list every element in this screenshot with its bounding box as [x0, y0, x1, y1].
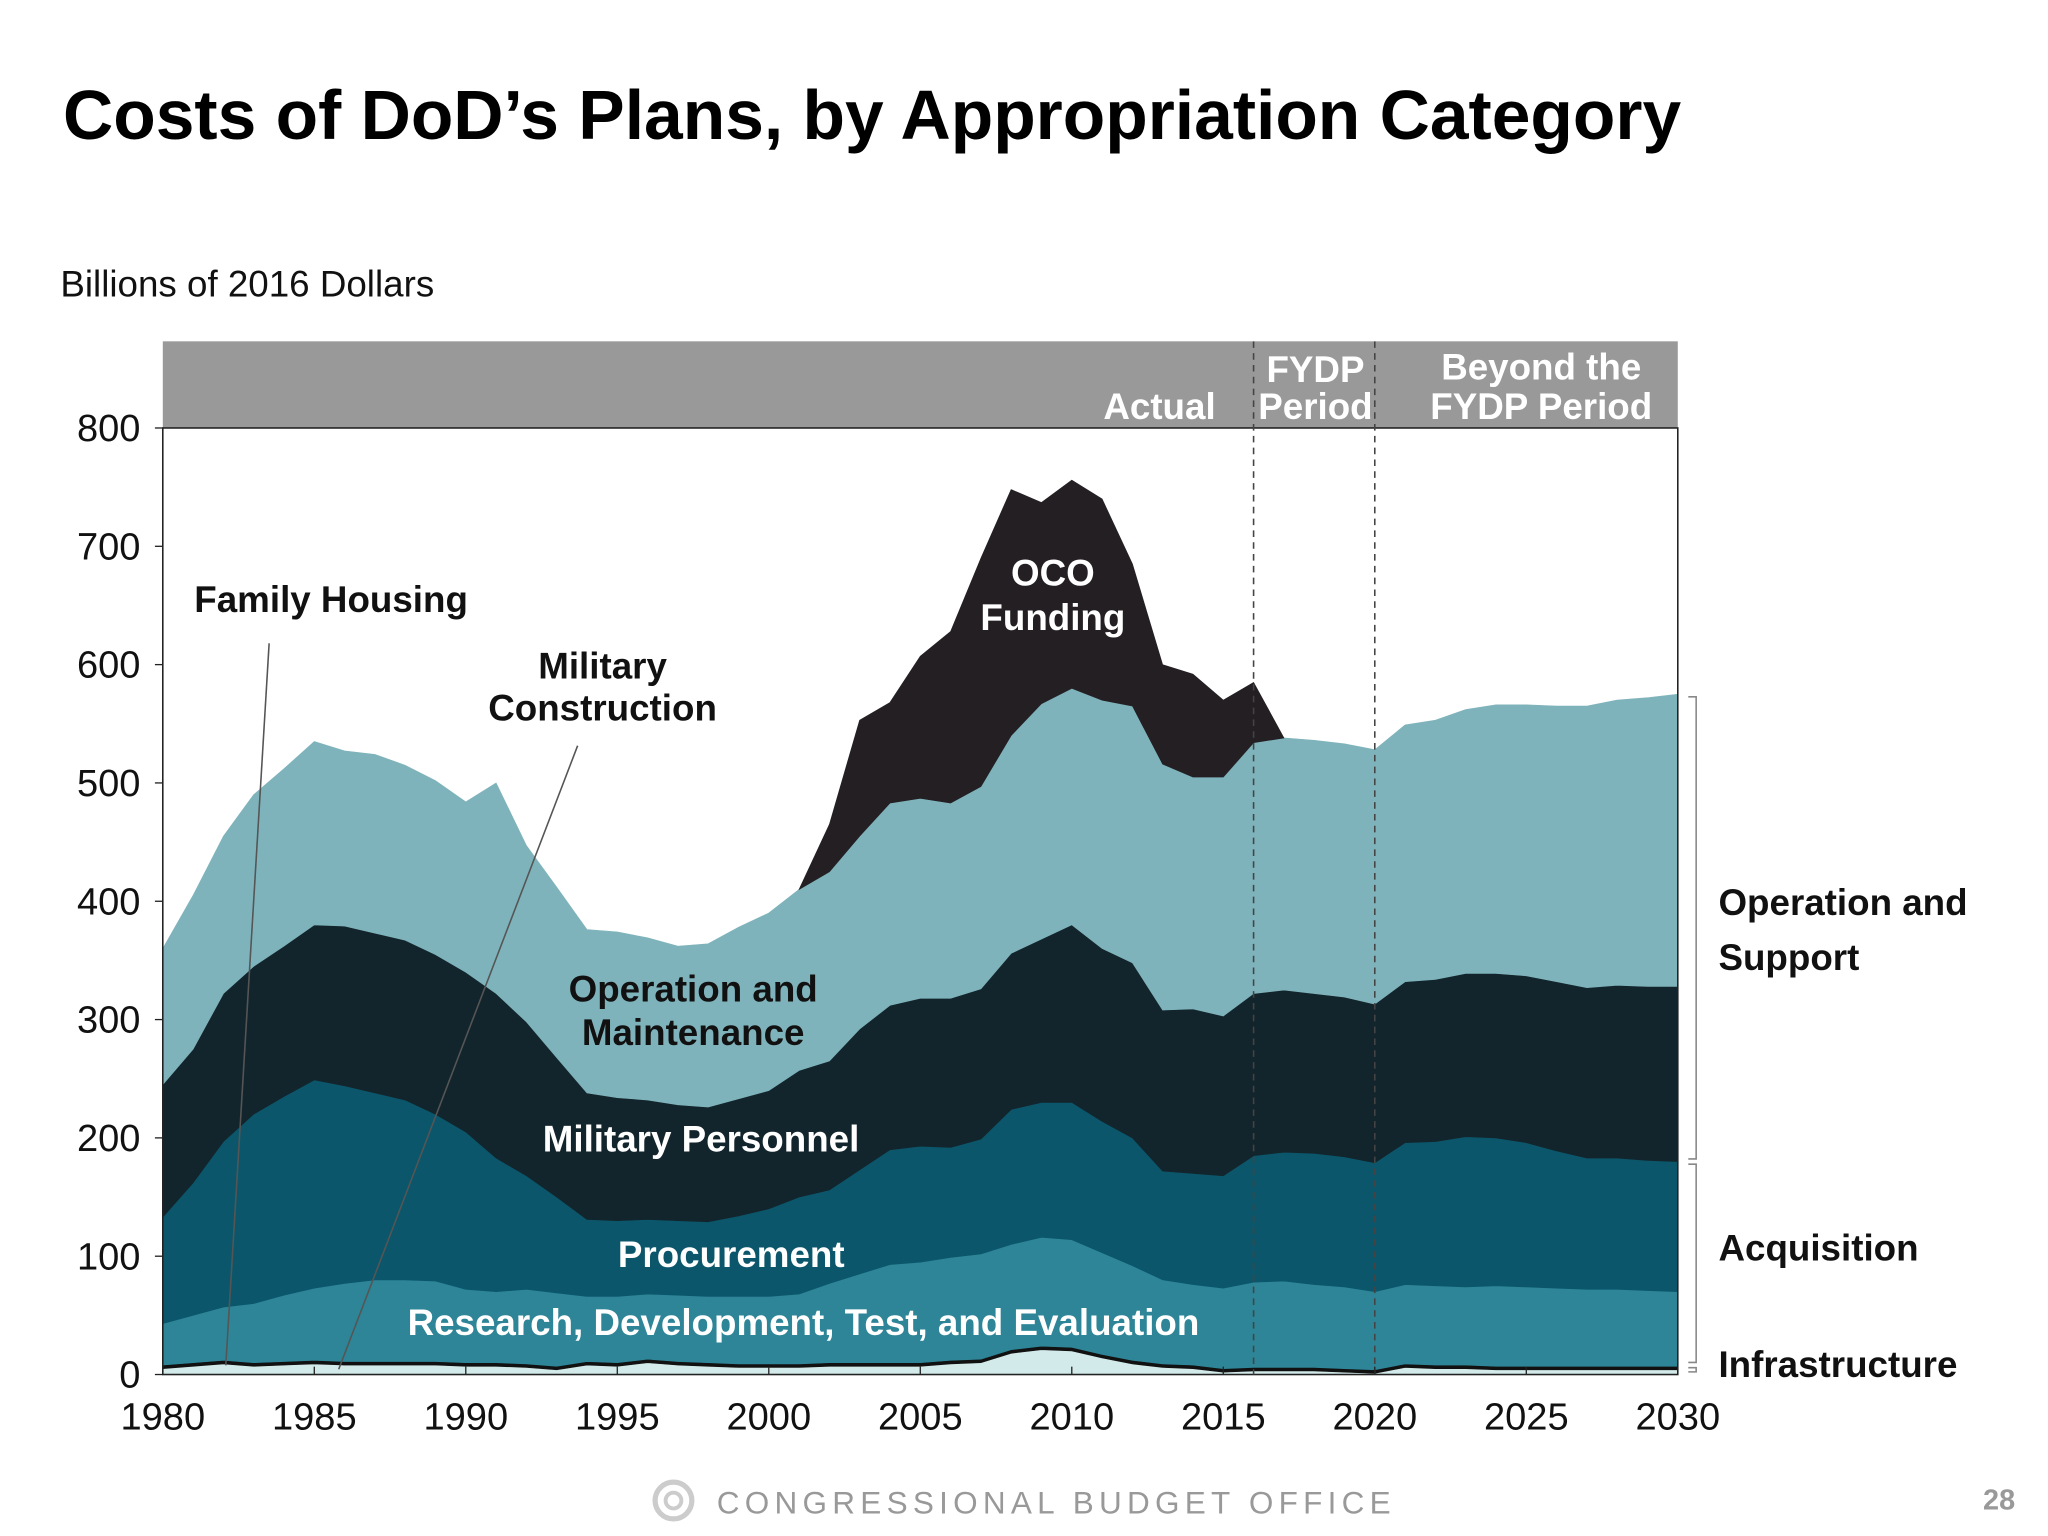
x-tick-label: 1990: [423, 1397, 508, 1439]
label-oco-1: OCO: [1011, 553, 1095, 594]
y-tick-label: 400: [77, 881, 141, 923]
x-tick-label: 1995: [575, 1397, 660, 1439]
leader-family-housing: [225, 643, 270, 1366]
group-label-infrastructure: Infrastructure: [1718, 1344, 1957, 1385]
footer-org: CONGRESSIONAL BUDGET OFFICE: [717, 1485, 1396, 1521]
axes: 0 100 200 300 400 500 600 700 800 1980 1985 1990 199…: [77, 341, 1720, 1439]
y-tick-label: 700: [77, 526, 141, 568]
x-tick-label: 2015: [1181, 1397, 1266, 1439]
leader-military-construction: [337, 745, 579, 1370]
period-header-bar: [162, 341, 1678, 428]
period-label-fydp-2: Period: [1258, 386, 1372, 427]
label-om-2: Maintenance: [582, 1012, 805, 1053]
y-tick-label: 800: [77, 408, 141, 450]
label-oco-2: Funding: [980, 597, 1125, 638]
y-tick-label: 500: [77, 763, 141, 805]
y-tick-label: 300: [77, 1000, 141, 1042]
period-label-beyond-1: Beyond the: [1441, 346, 1641, 387]
y-tick-label: 600: [77, 645, 141, 687]
x-tick-label: 2010: [1029, 1397, 1114, 1439]
x-tick-label: 2005: [878, 1397, 963, 1439]
x-tick-label: 1980: [120, 1397, 205, 1439]
group-bracket: [1688, 1163, 1697, 1364]
label-milpers: Military Personnel: [543, 1118, 860, 1159]
x-tick-label: 1985: [272, 1397, 357, 1439]
label-rdte: Research, Development, Test, and Evaluat…: [408, 1302, 1200, 1343]
x-tick-label: 2030: [1635, 1397, 1720, 1439]
x-tick-label: 2020: [1332, 1397, 1417, 1439]
group-bracket: [1688, 696, 1697, 1160]
period-label-beyond-2: FYDP Period: [1430, 386, 1652, 427]
y-tick-label: 200: [77, 1118, 141, 1160]
period-label-fydp-1: FYDP: [1266, 349, 1364, 390]
group-label-os-2: Support: [1718, 937, 1859, 978]
label-family-housing: Family Housing: [194, 579, 468, 620]
label-procurement: Procurement: [618, 1234, 845, 1275]
area-layers: [162, 479, 1679, 1375]
x-tick-label: 2000: [726, 1397, 811, 1439]
label-military-construction-2: Construction: [488, 688, 717, 729]
group-bracket: [1688, 1366, 1697, 1373]
period-label-actual: Actual: [1103, 386, 1215, 427]
group-brackets: [1688, 696, 1697, 1373]
group-label-os-1: Operation and: [1718, 882, 1967, 923]
group-label-acquisition: Acquisition: [1718, 1227, 1918, 1268]
x-tick-label: 2025: [1484, 1397, 1569, 1439]
label-om-1: Operation and: [569, 969, 818, 1010]
page-title: Costs of DoD’s Plans, by Appropriation C…: [63, 76, 1681, 154]
y-tick-label: 0: [119, 1355, 140, 1397]
cbo-logo-icon: [652, 1479, 695, 1522]
label-military-construction-1: Military: [538, 646, 667, 687]
y-axis-label: Billions of 2016 Dollars: [60, 264, 434, 305]
page-number: 28: [1983, 1485, 2015, 1517]
y-tick-label: 100: [77, 1236, 141, 1278]
area-oco-funding: [798, 479, 1285, 891]
